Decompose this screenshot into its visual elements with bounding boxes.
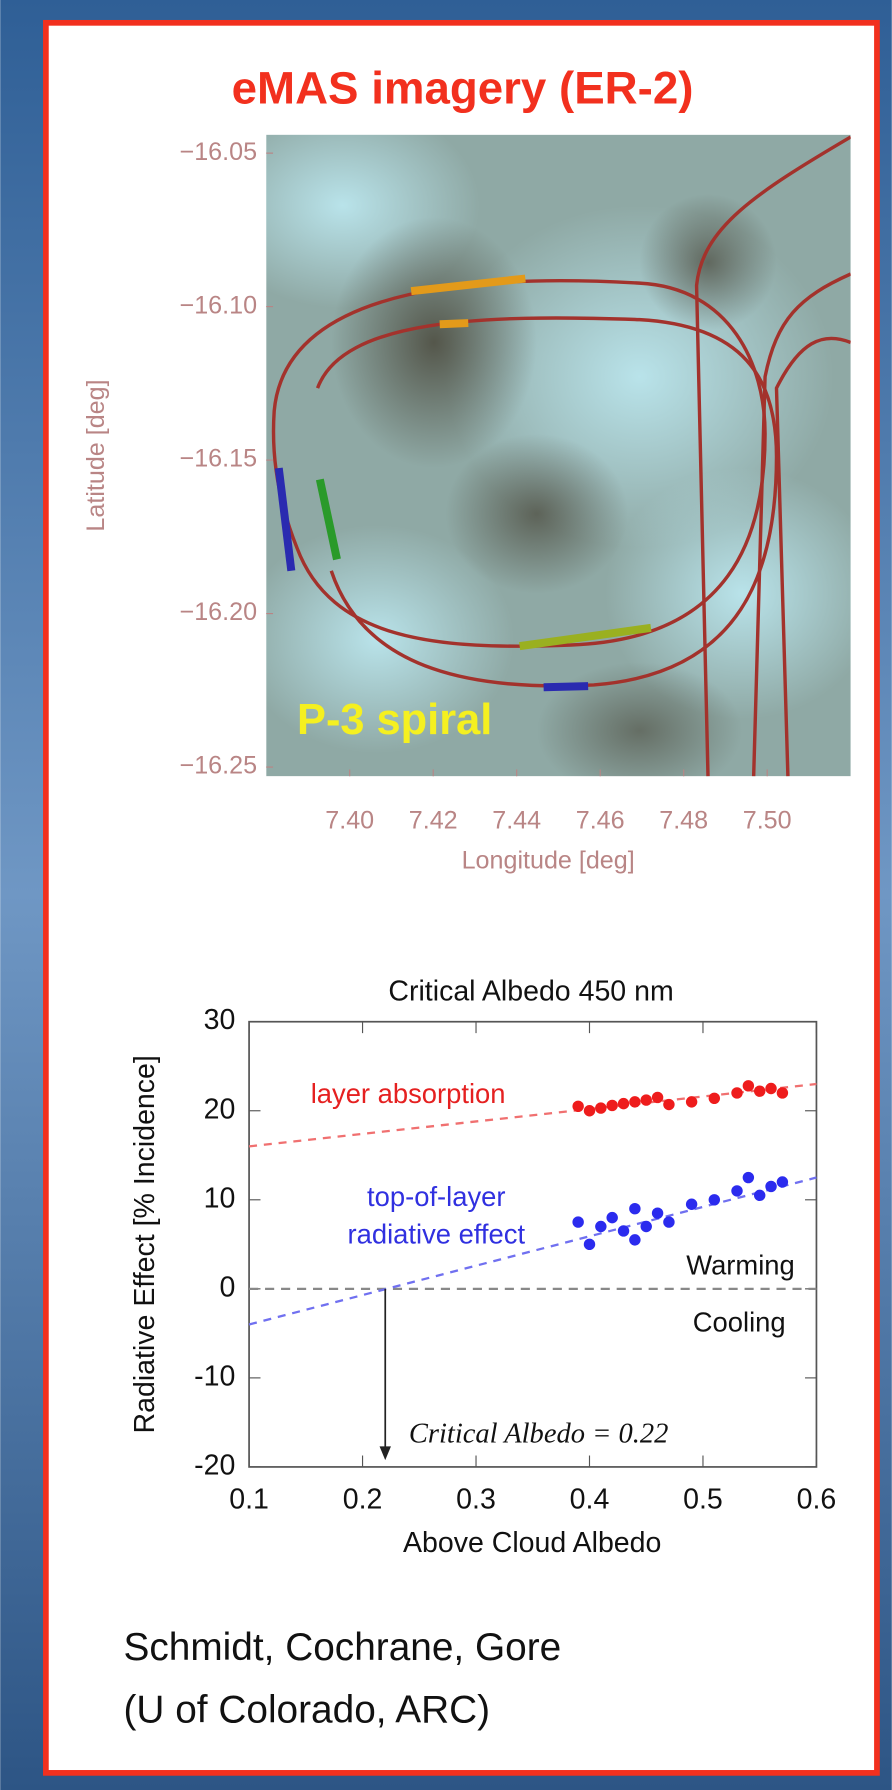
x-tick-label: 7.50 [743, 807, 792, 835]
annotation: Cooling [693, 1306, 786, 1337]
x-tick-label: 7.46 [576, 807, 625, 835]
point [572, 1100, 584, 1113]
fit-line [248, 1082, 817, 1148]
x-tick-label: 7.40 [325, 807, 374, 835]
point [595, 1220, 607, 1233]
point [583, 1105, 596, 1117]
y-tick-label: 0 [220, 1271, 236, 1303]
point [651, 1207, 664, 1219]
y-tick-label: 20 [204, 1093, 236, 1125]
panel-title: eMAS imagery (ER-2) [232, 62, 694, 113]
point [651, 1091, 664, 1104]
point [753, 1189, 766, 1202]
x-tick-label: 0.2 [343, 1484, 383, 1516]
point [776, 1087, 789, 1099]
y-tick-label: -10 [194, 1360, 235, 1392]
point [731, 1087, 743, 1099]
point [742, 1171, 755, 1184]
x-tick-label: 0.4 [570, 1484, 610, 1516]
point [742, 1080, 755, 1092]
point [685, 1096, 698, 1108]
y-axis-label: Radiative Effect [% Incidence] [129, 1055, 161, 1433]
point [629, 1234, 641, 1246]
point [640, 1094, 652, 1106]
plot-frame [248, 1020, 818, 1468]
point [606, 1099, 618, 1112]
y-tick-label: −16.05 [180, 138, 258, 166]
y-tick-label: −16.25 [180, 752, 258, 780]
credit: (U of Colorado, ARC) [124, 1689, 491, 1732]
y-axis-label: Latitude [deg] [82, 379, 110, 531]
x-tick-label: 0.5 [683, 1484, 723, 1516]
x-tick-label: 7.42 [409, 807, 458, 835]
x-tick-label: 7.48 [659, 807, 708, 835]
x-tick-label: 0.6 [797, 1484, 837, 1516]
point [731, 1185, 743, 1197]
point [663, 1216, 675, 1228]
satellite-image [266, 134, 851, 777]
point [765, 1180, 777, 1193]
y-tick-label: −16.15 [180, 445, 258, 473]
map-annotation: P-3 spiral [297, 696, 492, 744]
y-tick-label: 10 [204, 1182, 236, 1214]
y-tick-label: 30 [204, 1004, 236, 1036]
point [708, 1194, 721, 1206]
annotation: top-of-layer [367, 1181, 505, 1212]
point [606, 1211, 618, 1224]
point [595, 1102, 607, 1114]
credit: Schmidt, Cochrane, Gore [124, 1626, 562, 1669]
point [753, 1085, 766, 1097]
annotation: radiative effect [348, 1219, 526, 1250]
x-axis-label: Longitude [deg] [462, 847, 635, 875]
point [708, 1092, 721, 1105]
x-axis-label: Above Cloud Albedo [403, 1527, 661, 1559]
point [765, 1082, 777, 1095]
annotation: Warming [686, 1249, 795, 1280]
point [629, 1202, 641, 1215]
point [640, 1220, 652, 1233]
x-tick-label: 7.44 [492, 807, 541, 835]
arrow-head [379, 1446, 391, 1461]
point [685, 1198, 698, 1210]
point [776, 1176, 789, 1188]
point [617, 1225, 630, 1237]
annotation: Critical Albedo = 0.22 [409, 1419, 669, 1450]
point [572, 1216, 584, 1228]
x-tick-label: 0.1 [229, 1484, 269, 1516]
annotation: layer absorption [311, 1078, 506, 1109]
y-tick-label: -20 [194, 1449, 235, 1481]
point [617, 1097, 630, 1110]
x-tick-label: 0.3 [456, 1484, 496, 1516]
point [663, 1098, 675, 1111]
point [583, 1238, 596, 1251]
y-tick-label: −16.10 [180, 291, 258, 319]
point [629, 1096, 641, 1108]
chart-title: Critical Albedo 450 nm [388, 976, 673, 1008]
y-tick-label: −16.20 [180, 598, 258, 626]
